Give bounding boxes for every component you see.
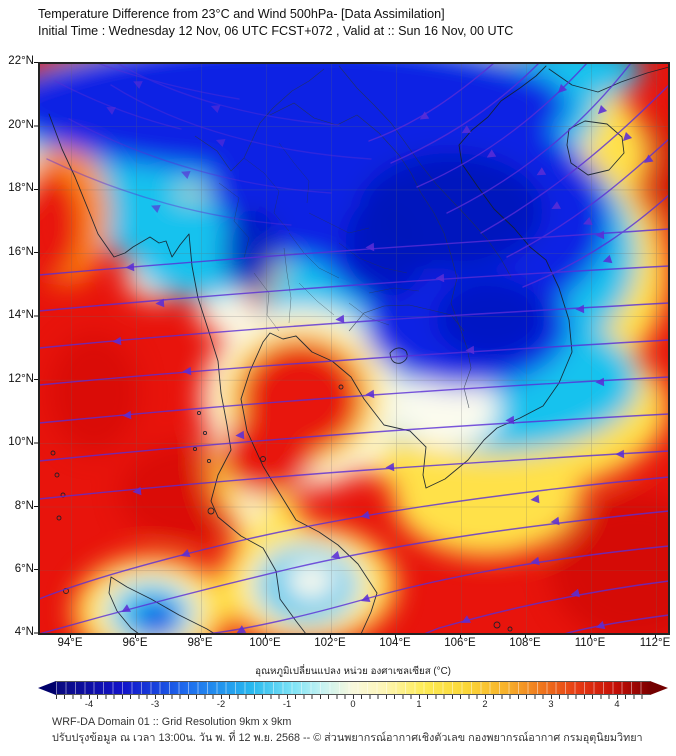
x-axis-ticks [39,634,669,638]
colorbar-body [56,681,650,695]
y-axis-ticks [34,62,38,634]
lon-label: 96°E [122,637,148,649]
colorbar-tick: 3 [548,699,554,709]
lat-label: 6°N [14,563,34,575]
colorbar: อุณหภูมิเปลี่ยนแปลง หน่วย องศาเซลเซียส (… [38,664,668,711]
lon-label: 112°E [639,637,671,649]
temperature-wind-map [39,63,669,634]
temperature-anomaly-field [39,63,669,634]
footer-update-info: ปรับปรุงข้อมูล ณ เวลา 13:00น. วัน พ. ที่… [52,732,643,744]
map-border [39,63,669,634]
colorbar-tick: -3 [150,699,160,709]
colorbar-max-arrow [650,681,668,695]
lat-label: 10°N [8,436,34,448]
colorbar-tick: -2 [216,699,226,709]
lat-label: 8°N [14,500,34,512]
colorbar-tick: -4 [84,699,94,709]
lon-label: 110°E [574,637,606,649]
colorbar-gradient [38,681,668,695]
footer-domain-info: WRF-DA Domain 01 :: Grid Resolution 9km … [52,716,292,728]
footer-block: WRF-DA Domain 01 :: Grid Resolution 9km … [52,714,643,746]
colorbar-tick: -1 [282,699,292,709]
lat-label: 18°N [8,182,34,194]
chart-title-block: Temperature Difference from 23°C and Win… [38,6,513,40]
lon-label: 108°E [509,637,541,649]
lon-label: 98°E [187,637,213,649]
colorbar-tick-labels: -4 -3 -2 -1 0 1 2 3 4 [56,699,650,711]
colorbar-tick: 0 [350,699,356,709]
lat-label: 14°N [8,309,34,321]
lon-label: 94°E [57,637,83,649]
map-plot-area [38,62,670,635]
colorbar-tick: 2 [482,699,488,709]
lon-label: 106°E [444,637,476,649]
colorbar-tickmarks [56,695,650,699]
chart-subtitle: Initial Time : Wednesday 12 Nov, 06 UTC … [38,24,514,38]
lat-label: 12°N [8,373,34,385]
colorbar-label: อุณหภูมิเปลี่ยนแปลง หน่วย องศาเซลเซียส (… [255,666,451,677]
colorbar-tick: 1 [416,699,422,709]
colorbar-min-arrow [38,681,56,695]
lat-label: 4°N [14,626,34,638]
lat-label: 16°N [8,246,34,258]
lon-label: 104°E [379,637,411,649]
lat-label: 22°N [8,55,34,67]
lon-label: 102°E [314,637,346,649]
wind-streamlines [39,63,669,634]
chart-title: Temperature Difference from 23°C and Win… [38,7,445,21]
colorbar-tick: 4 [614,699,620,709]
lon-label: 100°E [249,637,281,649]
lat-label: 20°N [8,119,34,131]
